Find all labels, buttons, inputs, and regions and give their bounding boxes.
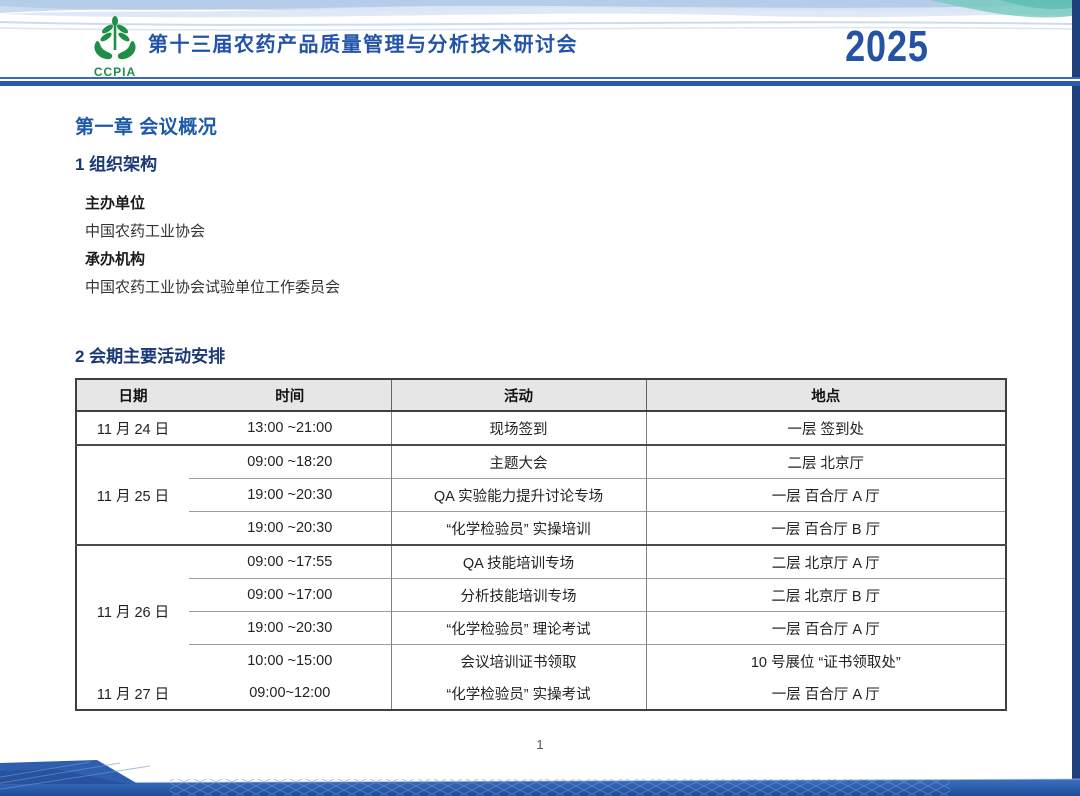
organizer-value: 中国农药工业协会试验单位工作委员会 [85,279,341,296]
cell-time: 09:00 ~17:00 [189,578,392,612]
table-row: 19:00 ~20:30 “化学检验员” 理论考试 一层 百合厅 A 厅 [76,611,1006,645]
organizer-label: 承办机构 [85,251,146,268]
cell-date: 11 月 26 日 [76,544,189,677]
table-row: 11 月 27 日 09:00~12:00 “化学检验员” 实操考试 一层 百合… [76,677,1006,710]
cell-activity: “化学检验员” 实操培训 [391,511,647,545]
cell-activity: “化学检验员” 理论考试 [391,611,647,645]
page-number: 1 [536,737,544,752]
cell-time: 13:00 ~21:00 [189,411,392,445]
section-title-schedule: 2 会期主要活动安排 [75,347,226,366]
table-header-row: 日期 时间 活动 地点 [76,379,1006,412]
cell-activity: 主题大会 [391,444,647,479]
speed-lines-left-icon [742,30,834,67]
cell-location: 二层 北京厅 A 厅 [646,544,1006,579]
cell-location: 10 号展位 “证书领取处” [646,644,1006,677]
document-title: 第十三届农药产品质量管理与分析技术研讨会 [148,34,578,56]
cell-date: 11 月 25 日 [76,444,189,545]
cell-activity: QA 实验能力提升讨论专场 [391,478,647,512]
cell-date: 11 月 24 日 [96,421,170,438]
header-divider [0,77,1080,86]
table-row: 11 月 26 日 09:00 ~17:55 QA 技能培训专场 二层 北京厅 … [76,544,1006,677]
cell-location: 二层 北京厅 B 厅 [646,578,1006,612]
table-row: 19:00 ~20:30 QA 实验能力提升讨论专场 一层 百合厅 A 厅 [76,478,1006,512]
cell-time: 09:00 ~18:20 [189,444,392,479]
cell-time: 09:00~12:00 [189,677,392,710]
table-row: 11 月 25 日 09:00 ~18:20 主题大会 二层 北京厅 [76,444,1006,545]
cell-location: 一层 百合厅 B 厅 [646,511,1006,545]
schedule-table: 日期 时间 活动 地点 11 月 24 日 13:00 ~21:00 现场签到 … [75,378,1007,711]
header-wave-texture [0,0,1072,78]
header-location: 地点 [646,379,1006,412]
cell-time: 19:00 ~20:30 [189,611,392,645]
cell-time: 10:00 ~15:00 [189,644,392,677]
year-banner: 2025 [742,22,1064,72]
header-time: 时间 [189,379,392,412]
table-row: 11 月 24 日 13:00 ~21:00 现场签到 一层 签到处 [76,411,1006,445]
cell-activity: QA 技能培训专场 [391,544,647,579]
host-value: 中国农药工业协会 [85,223,206,240]
table-row: 09:00 ~17:00 分析技能培训专场 二层 北京厅 B 厅 [76,578,1006,612]
cell-location: 一层 百合厅 A 厅 [646,611,1006,645]
cell-activity: 分析技能培训专场 [391,578,647,612]
cell-time: 09:00 ~17:55 [189,544,392,579]
cell-location: 一层 百合厅 A 厅 [771,686,880,703]
host-label: 主办单位 [85,195,146,212]
table-row: 10:00 ~15:00 会议培训证书领取 10 号展位 “证书领取处” [76,644,1006,677]
speed-lines-right-icon [939,27,1034,69]
footer-ribbon [0,760,1080,796]
ccpia-logo: CCPIA [84,16,146,79]
chapter-title: 第一章 会议概况 [75,117,218,138]
header-date: 日期 [76,379,189,412]
header-activity: 活动 [391,379,647,412]
cell-location: 一层 百合厅 A 厅 [646,478,1006,512]
cell-activity: “化学检验员” 实操考试 [391,677,647,710]
wheat-hands-icon [94,16,136,60]
page-edge-bar [1072,0,1080,796]
cell-location: 一层 签到处 [787,421,865,438]
cell-location: 二层 北京厅 [646,444,1006,479]
section-title-organization: 1 组织架构 [75,155,158,174]
cell-time: 19:00 ~20:30 [189,511,392,545]
cell-activity: 会议培训证书领取 [391,644,647,677]
table-row: 19:00 ~20:30 “化学检验员” 实操培训 一层 百合厅 B 厅 [76,511,1006,545]
cell-time: 19:00 ~20:30 [189,478,392,512]
year-label: 2025 [845,22,929,71]
cell-date: 11 月 27 日 [96,686,170,703]
logo-label: CCPIA [93,65,137,79]
cell-activity: 现场签到 [391,411,647,445]
